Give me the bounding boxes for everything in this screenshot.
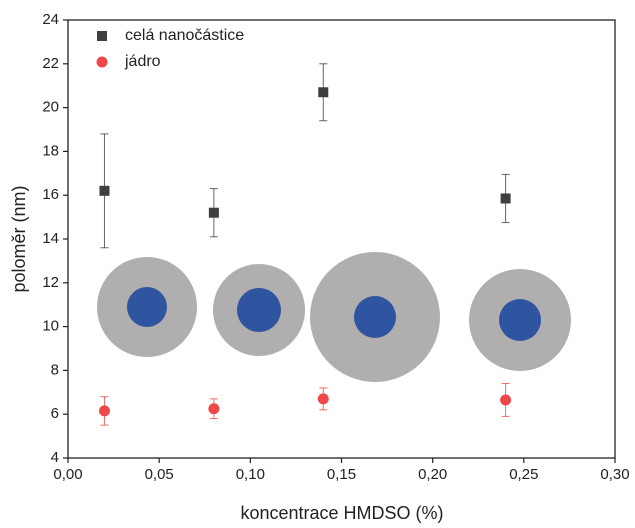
particle-core	[499, 299, 541, 341]
marker	[500, 394, 512, 406]
y-tick-label: 8	[51, 361, 59, 378]
y-tick-label: 24	[42, 11, 59, 28]
legend-marker	[96, 56, 108, 68]
y-tick-label: 16	[42, 186, 59, 203]
marker	[208, 403, 220, 415]
x-tick-label: 0,10	[236, 466, 265, 483]
illustration	[97, 252, 571, 382]
marker	[98, 405, 110, 417]
y-tick-label: 20	[42, 99, 59, 116]
plot-frame	[67, 19, 616, 459]
y-tick-label: 4	[51, 449, 59, 466]
marker	[318, 87, 329, 98]
y-tick-label: 12	[42, 274, 59, 291]
legend-marker	[97, 31, 107, 41]
x-tick-label: 0,00	[53, 466, 82, 483]
particle-core	[127, 287, 167, 327]
particle-core	[354, 296, 396, 338]
x-tick-label: 0,30	[600, 466, 629, 483]
x-tick-label: 0,20	[418, 466, 447, 483]
marker	[99, 185, 110, 196]
x-axis-title: koncentrace HMDSO (%)	[240, 503, 443, 523]
x-tick-label: 0,05	[145, 466, 174, 483]
y-tick-label: 6	[51, 405, 59, 422]
x-tick-label: 0,15	[327, 466, 356, 483]
x-tick-label: 0,25	[509, 466, 538, 483]
y-tick-label: 10	[42, 318, 59, 335]
legend-label: celá nanočástice	[125, 27, 244, 44]
y-axis-title: poloměr (nm)	[9, 185, 29, 292]
marker	[317, 393, 329, 405]
y-tick-label: 14	[42, 230, 59, 247]
y-tick-label: 18	[42, 142, 59, 159]
marker	[208, 207, 219, 218]
marker	[500, 193, 511, 204]
legend-label: jádro	[124, 53, 161, 70]
particle-core	[237, 288, 281, 332]
y-tick-label: 22	[42, 55, 59, 72]
